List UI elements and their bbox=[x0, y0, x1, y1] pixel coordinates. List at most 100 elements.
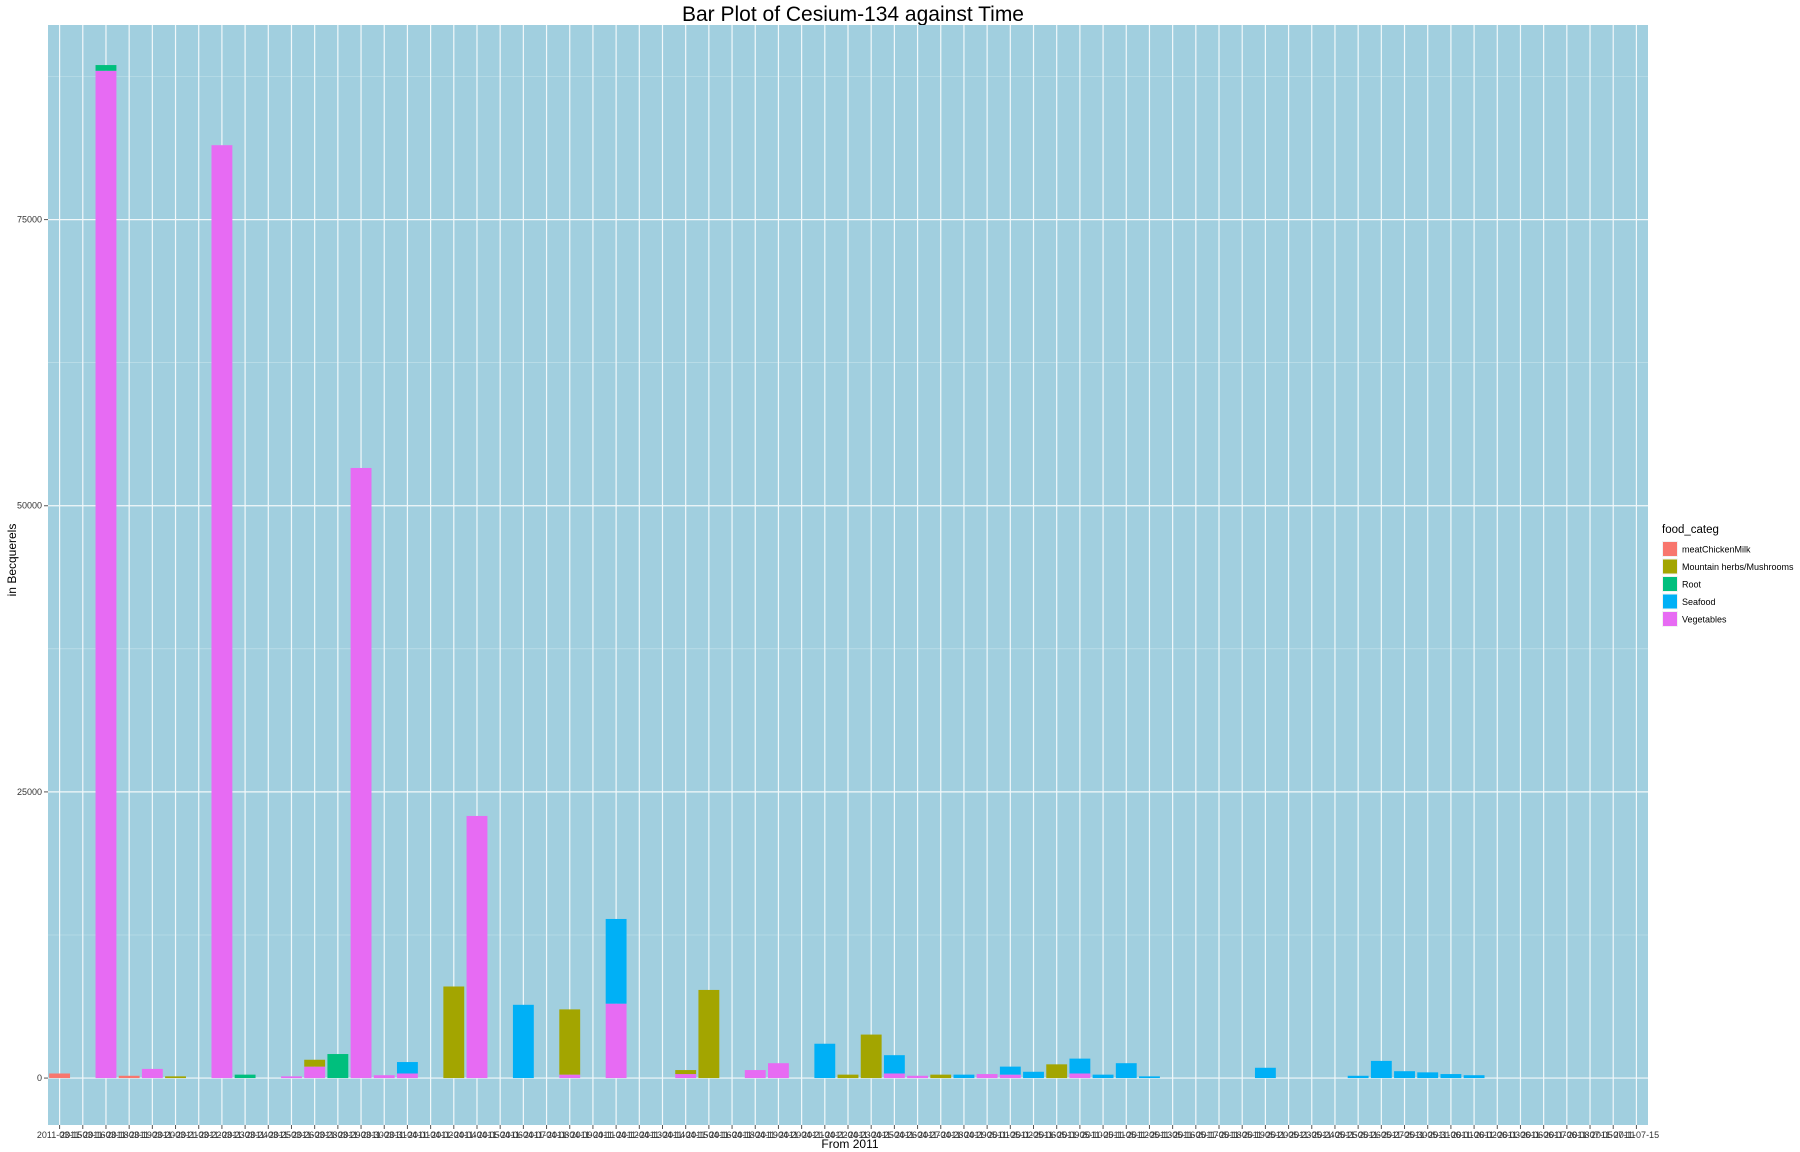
bar-segment bbox=[373, 1075, 395, 1079]
bar-segment bbox=[1347, 1075, 1369, 1079]
x-tick-label: 2011-05-06 bbox=[1011, 1130, 1056, 1140]
x-tick-label: 2011-03-18 bbox=[83, 1130, 128, 1140]
bar-segment bbox=[1069, 1073, 1091, 1079]
bar-segment bbox=[304, 1059, 326, 1067]
bar-segment bbox=[141, 1068, 163, 1079]
bar-segment bbox=[675, 1070, 697, 1075]
x-tick-label: 2011-03-30 bbox=[338, 1130, 383, 1140]
bar-segment bbox=[1069, 1058, 1091, 1074]
chart-title: Bar Plot of Cesium-134 against Time bbox=[682, 3, 1024, 26]
x-tick-label: 2011-05-24 bbox=[1289, 1130, 1334, 1140]
x-tick-label: 2011-04-14 bbox=[640, 1130, 685, 1140]
x-tick-label: 2011-03-29 bbox=[315, 1130, 360, 1140]
bar-segment bbox=[396, 1073, 418, 1079]
bar-segment bbox=[976, 1074, 998, 1079]
x-tick-label: 2011-05-18 bbox=[1196, 1130, 1241, 1140]
bars-layer bbox=[49, 65, 1485, 1079]
x-tick-label: 2011-06-06 bbox=[1498, 1130, 1543, 1140]
bar-segment bbox=[559, 1009, 581, 1075]
x-tick-label: 2011-05-27 bbox=[1359, 1130, 1404, 1140]
bar-segment bbox=[675, 1074, 697, 1079]
bar-segment bbox=[512, 1004, 534, 1079]
x-tick-label: 2011-05-13 bbox=[1127, 1130, 1172, 1140]
x-tick-label: 2011-04-19 bbox=[733, 1130, 778, 1140]
bar-segment bbox=[165, 1076, 186, 1079]
x-tick-label: 2011-04-23 bbox=[825, 1130, 870, 1140]
y-tick-label: 50000 bbox=[17, 501, 42, 511]
bar-segment bbox=[605, 918, 627, 1004]
bar-segment bbox=[1023, 1071, 1044, 1079]
y-axis-title: in Becquerels bbox=[5, 524, 19, 597]
x-tick-label: 2011-07-11 bbox=[1591, 1130, 1636, 1140]
x-tick-label: 2011-03-16 bbox=[60, 1130, 105, 1140]
x-tick-label: 2011-03-23 bbox=[199, 1130, 244, 1140]
x-tick-label: 2011-05-26 bbox=[1335, 1130, 1380, 1140]
bar-segment bbox=[1394, 1071, 1415, 1079]
legend-label: meatChickenMilk bbox=[1682, 545, 1751, 555]
legend: food_categ meatChickenMilk Mountain herbs/… bbox=[1662, 524, 1794, 627]
x-tick-label: 2011-05-31 bbox=[1405, 1130, 1450, 1140]
x-tick-label: 2011-07-15 bbox=[1614, 1130, 1659, 1140]
bar-segment bbox=[930, 1074, 952, 1079]
bar-segment bbox=[1254, 1067, 1276, 1079]
bar-segment bbox=[953, 1074, 975, 1079]
bar-segment bbox=[281, 1076, 302, 1079]
x-tick-label: 2011-04-13 bbox=[617, 1130, 662, 1140]
x-tick-label: 2011-04-05 bbox=[454, 1130, 499, 1140]
bar-segment bbox=[883, 1055, 905, 1074]
x-tick-label: 2011-04-15 bbox=[663, 1130, 708, 1140]
x-tick-label: 2011-04-18 bbox=[709, 1130, 754, 1140]
bar-segment bbox=[95, 65, 117, 71]
bar-segment bbox=[698, 989, 720, 1079]
bar-segment bbox=[1440, 1074, 1462, 1079]
x-tick-label: 2011-05-12 bbox=[1104, 1130, 1149, 1140]
legend-label: Root bbox=[1682, 580, 1702, 590]
x-tick-label: 2011-05-20 bbox=[1243, 1130, 1288, 1140]
bar-segment bbox=[1139, 1076, 1160, 1079]
x-tick-label: 2011-06-03 bbox=[1475, 1130, 1520, 1140]
legend-swatch bbox=[1663, 594, 1677, 609]
bar-segment bbox=[118, 1075, 140, 1079]
x-tick-label: 2011-03-20 bbox=[130, 1130, 175, 1140]
x-tick-label: 2011-03-31 bbox=[362, 1130, 407, 1140]
y-axis: 0 25000 50000 75000 bbox=[17, 215, 48, 1083]
x-tick-label: 2011-05-10 bbox=[1057, 1130, 1102, 1140]
bar-segment bbox=[1463, 1075, 1485, 1079]
legend-swatch bbox=[1663, 559, 1677, 574]
legend-swatch bbox=[1663, 577, 1677, 591]
x-tick-label: 2011-03-21 bbox=[153, 1130, 198, 1140]
x-tick-label: 2011-03-22 bbox=[176, 1130, 221, 1140]
x-axis-title: From 2011 bbox=[821, 1137, 878, 1151]
bar-segment bbox=[605, 1003, 627, 1079]
x-tick-label: 2011-05-23 bbox=[1266, 1130, 1311, 1140]
bar-segment bbox=[837, 1074, 859, 1079]
x-tick-label: 2011-04-20 bbox=[756, 1130, 801, 1140]
x-tick-label: 2011-04-16 bbox=[686, 1130, 731, 1140]
bar-segment bbox=[396, 1062, 418, 1074]
bar-segment bbox=[814, 1043, 836, 1079]
bar-segment bbox=[1092, 1074, 1114, 1079]
x-tick-label: 2011-04-26 bbox=[872, 1130, 917, 1140]
y-tick-label: 0 bbox=[37, 1073, 42, 1083]
x-tick-label: 2011-04-25 bbox=[849, 1130, 894, 1140]
legend-swatch bbox=[1663, 612, 1677, 626]
x-tick-label: 2011-04-02 bbox=[408, 1130, 453, 1140]
x-tick-label: 2011-03-19 bbox=[106, 1130, 151, 1140]
bar-segment bbox=[999, 1066, 1021, 1075]
x-tick-label: 2011-04-21 bbox=[779, 1130, 824, 1140]
x-tick-label: 2011-03-28 bbox=[292, 1130, 337, 1140]
x-tick-label: 2011-06-02 bbox=[1451, 1130, 1496, 1140]
bar-segment bbox=[999, 1074, 1021, 1079]
x-tick-label: 2011-04-29 bbox=[941, 1130, 986, 1140]
legend-label: Seafood bbox=[1682, 597, 1716, 607]
x-tick-label: 2011-04-27 bbox=[895, 1130, 940, 1140]
bar-segment bbox=[327, 1054, 349, 1079]
bar-segment bbox=[907, 1075, 928, 1079]
y-tick-label: 25000 bbox=[17, 787, 42, 797]
x-tick-label: 2011-05-16 bbox=[1150, 1130, 1195, 1140]
x-tick-label: 2011-03-24 bbox=[222, 1130, 267, 1140]
x-tick-label: 2011-07-05 bbox=[1567, 1130, 1612, 1140]
bar-segment bbox=[211, 145, 233, 1079]
x-tick-label: 2011-05-17 bbox=[1173, 1130, 1218, 1140]
